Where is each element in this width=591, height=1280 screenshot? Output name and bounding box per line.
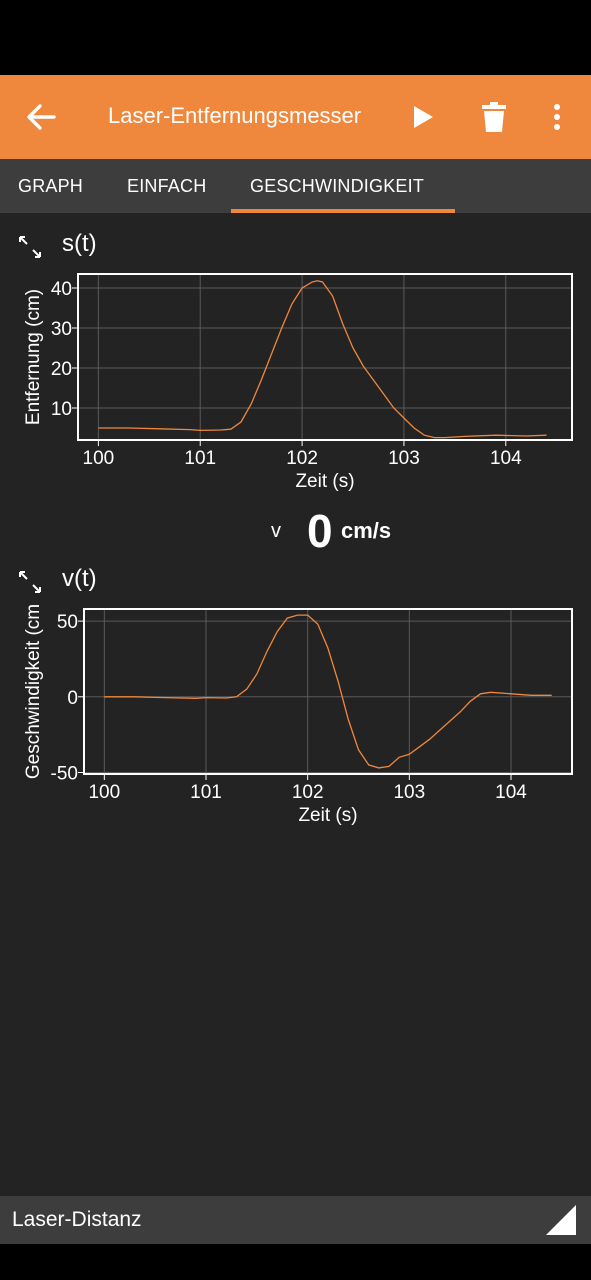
y-axis-label: Geschwindigkeit (cm (23, 604, 44, 779)
resize-corner-icon[interactable] (545, 1204, 577, 1236)
more-vert-icon[interactable] (548, 103, 566, 131)
y-tick-label: 10 (51, 399, 72, 420)
sensor-bar[interactable]: Laser-Distanz (0, 1196, 591, 1244)
x-axis-label: Zeit (s) (298, 805, 357, 826)
y-tick-label: 40 (51, 279, 72, 300)
tab-bar: GRAPH EINFACH GESCHWINDIGKEIT (0, 159, 591, 213)
velocity-readout: v 0 cm/s (0, 500, 591, 560)
y-tick-label: 0 (67, 688, 78, 709)
x-tick-label: 104 (495, 782, 527, 803)
x-tick-label: 102 (292, 782, 324, 803)
y-tick-label: 20 (51, 359, 72, 380)
readout-value: 0 (307, 505, 333, 557)
app-title: Laser-Entfernungsmesser (108, 103, 362, 128)
x-tick-label: 101 (184, 448, 216, 469)
expand-icon[interactable] (17, 234, 43, 260)
x-tick-label: 101 (190, 782, 222, 803)
plot-frame (77, 273, 573, 441)
series-line (98, 280, 547, 439)
tab-graph[interactable]: GRAPH (18, 176, 84, 196)
play-icon[interactable] (412, 105, 434, 129)
y-tick-label: 50 (57, 612, 78, 633)
x-tick-label: 104 (490, 448, 522, 469)
readout-unit: cm/s (341, 518, 392, 543)
x-tick-label: 100 (88, 782, 120, 803)
y-axis-label: Entfernung (cm) (23, 289, 44, 425)
arrow-left-icon[interactable] (24, 101, 58, 133)
app-bar: Laser-Entfernungsmesser (0, 75, 591, 159)
position-chart[interactable]: 100 101 102 103 104 10 20 30 40 Zeit (s) Entfernun… (0, 260, 591, 500)
readout-symbol: v (271, 520, 281, 542)
velocity-chart[interactable]: 100 101 102 103 104 -50 0 50 Zeit (s) Geschwindig… (0, 595, 591, 835)
tab-indicator (231, 209, 455, 213)
status-bar (0, 0, 591, 75)
x-tick-label: 103 (388, 448, 420, 469)
expand-icon[interactable] (17, 569, 43, 595)
x-tick-label: 102 (286, 448, 318, 469)
position-plot-title: s(t) (62, 230, 97, 257)
tab-geschwindigkeit[interactable]: GESCHWINDIGKEIT (250, 176, 425, 196)
tab-einfach[interactable]: EINFACH (127, 176, 207, 196)
plot-frame (83, 608, 573, 775)
velocity-plot-title: v(t) (62, 565, 97, 592)
x-axis-label: Zeit (s) (295, 471, 354, 492)
y-tick-label: -50 (51, 763, 78, 784)
series-line (104, 614, 552, 769)
navigation-bar (0, 1244, 591, 1280)
x-tick-label: 103 (393, 782, 425, 803)
trash-icon[interactable] (482, 101, 506, 133)
y-tick-label: 30 (51, 319, 72, 340)
sensor-label: Laser-Distanz (12, 1208, 142, 1231)
x-tick-label: 100 (83, 448, 115, 469)
